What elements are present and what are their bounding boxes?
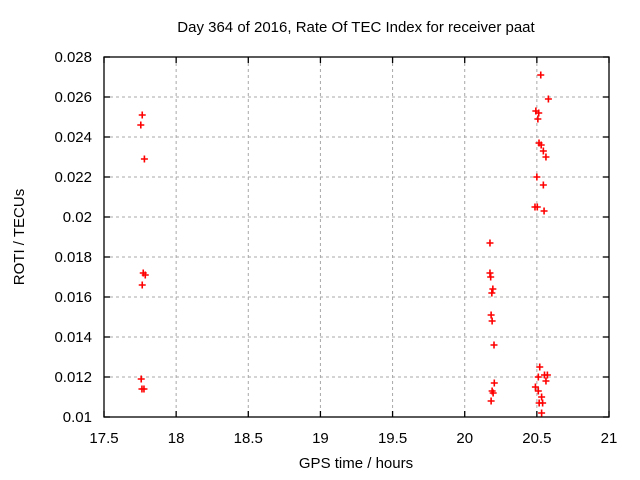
data-point-marker bbox=[490, 379, 498, 387]
data-point-marker bbox=[539, 399, 547, 407]
data-point-marker bbox=[542, 153, 550, 161]
data-point-marker bbox=[140, 155, 148, 163]
data-point-marker bbox=[533, 173, 541, 181]
y-tick-label: 0.01 bbox=[63, 409, 92, 426]
data-point-marker bbox=[489, 285, 497, 293]
data-point-marker bbox=[140, 385, 148, 393]
data-point-marker bbox=[542, 377, 550, 385]
data-point-marker bbox=[537, 141, 545, 149]
data-point-marker bbox=[544, 95, 552, 103]
data-point-marker bbox=[488, 317, 496, 325]
data-point-marker bbox=[141, 271, 149, 279]
x-tick-label: 20 bbox=[456, 430, 473, 447]
y-tick-label: 0.016 bbox=[54, 289, 92, 306]
x-tick-label: 18 bbox=[168, 430, 185, 447]
data-point-marker bbox=[487, 273, 495, 281]
data-point-marker bbox=[137, 121, 145, 129]
x-tick-label: 21 bbox=[601, 430, 618, 447]
x-tick-label: 19.5 bbox=[378, 430, 407, 447]
data-point-marker bbox=[487, 397, 495, 405]
data-point-marker bbox=[536, 363, 544, 371]
data-point-marker bbox=[138, 281, 146, 289]
data-point-marker bbox=[488, 289, 496, 297]
data-point-marker bbox=[489, 389, 497, 397]
data-point-marker bbox=[538, 409, 546, 417]
y-tick-label: 0.026 bbox=[54, 89, 92, 106]
x-tick-label: 19 bbox=[312, 430, 329, 447]
y-tick-label: 0.012 bbox=[54, 369, 92, 386]
data-point-marker bbox=[138, 111, 146, 119]
y-tick-label: 0.024 bbox=[54, 129, 92, 146]
data-point-marker bbox=[534, 387, 542, 395]
data-point-marker bbox=[531, 383, 539, 391]
x-axis-title: GPS time / hours bbox=[299, 455, 413, 472]
data-point-marker bbox=[487, 311, 495, 319]
data-point-marker bbox=[534, 115, 542, 123]
data-point-marker bbox=[539, 181, 547, 189]
data-point-marker bbox=[539, 147, 547, 155]
data-point-marker bbox=[538, 393, 546, 401]
y-tick-label: 0.028 bbox=[54, 49, 92, 66]
y-axis-title: ROTI / TECUs bbox=[11, 189, 28, 285]
data-point-marker bbox=[533, 203, 541, 211]
data-point-marker bbox=[535, 109, 543, 117]
y-tick-label: 0.014 bbox=[54, 329, 92, 346]
chart-title: Day 364 of 2016, Rate Of TEC Index for r… bbox=[177, 19, 535, 36]
data-point-marker bbox=[486, 239, 494, 247]
y-tick-label: 0.022 bbox=[54, 169, 92, 186]
grid-lines bbox=[104, 57, 609, 417]
y-tick-label: 0.02 bbox=[63, 209, 92, 226]
x-tick-label: 17.5 bbox=[89, 430, 118, 447]
x-tick-label: 20.5 bbox=[522, 430, 551, 447]
data-points bbox=[137, 71, 552, 417]
y-tick-labels: 0.01 0.012 0.014 0.016 0.018 0.02 0.022 0.024 0.… bbox=[54, 49, 92, 426]
y-tick-label: 0.018 bbox=[54, 249, 92, 266]
axis-ticks bbox=[103, 56, 610, 418]
x-tick-label: 18.5 bbox=[234, 430, 263, 447]
data-point-marker bbox=[137, 375, 145, 383]
data-point-marker bbox=[534, 373, 542, 381]
data-point-marker bbox=[490, 341, 498, 349]
data-point-marker bbox=[537, 71, 545, 79]
data-point-marker bbox=[543, 371, 551, 379]
data-point-marker bbox=[540, 207, 548, 215]
plot-border bbox=[103, 56, 610, 418]
x-tick-labels: 17.5 18 18.5 19 19.5 20 20.5 21 bbox=[89, 430, 617, 447]
